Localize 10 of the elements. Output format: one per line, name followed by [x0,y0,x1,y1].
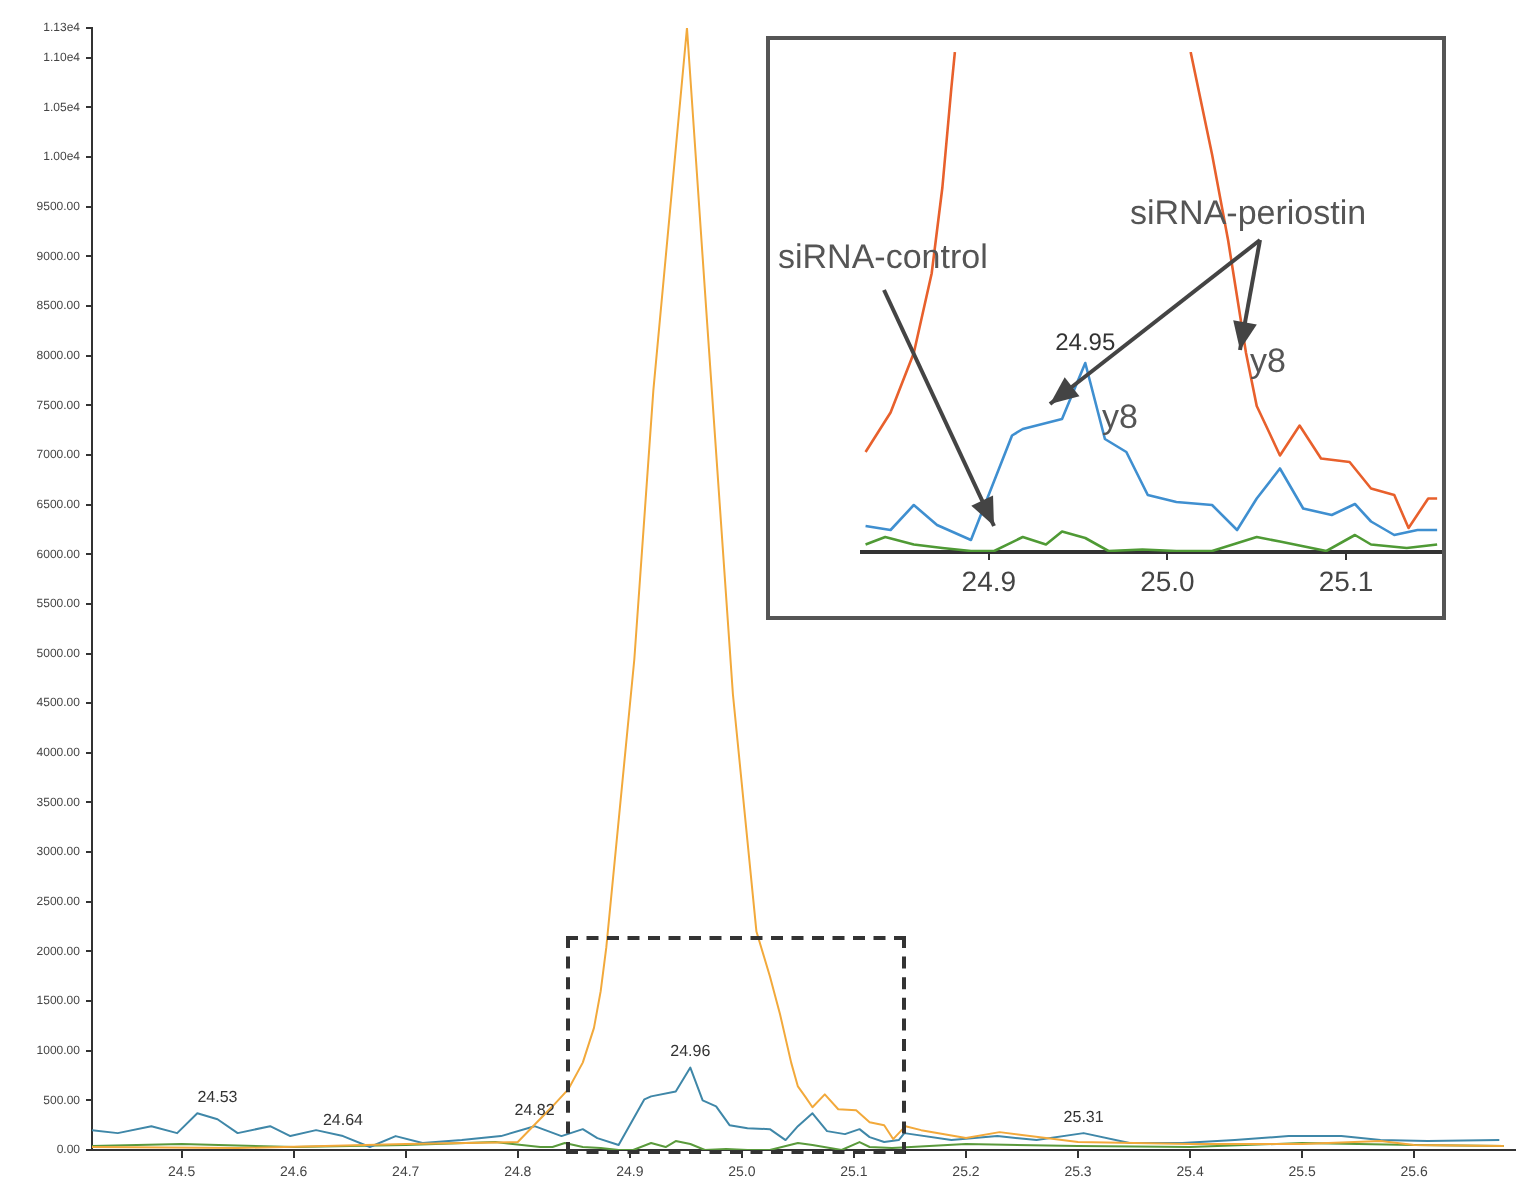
x-tick-label: 24.9 [961,564,1017,597]
x-tick-label: 25.0 [1140,564,1196,597]
annotation: 24.64 [322,1110,365,1129]
annotation: 24.53 [197,1087,239,1106]
annotation: y8 [1102,398,1138,436]
annotation: 24.95 [1055,327,1116,356]
x-tick-label: 25.1 [1318,564,1374,597]
annotation: y8 [1250,342,1286,380]
annotation: 24.96 [670,1041,712,1060]
annotation: 25.31 [1063,1107,1105,1126]
